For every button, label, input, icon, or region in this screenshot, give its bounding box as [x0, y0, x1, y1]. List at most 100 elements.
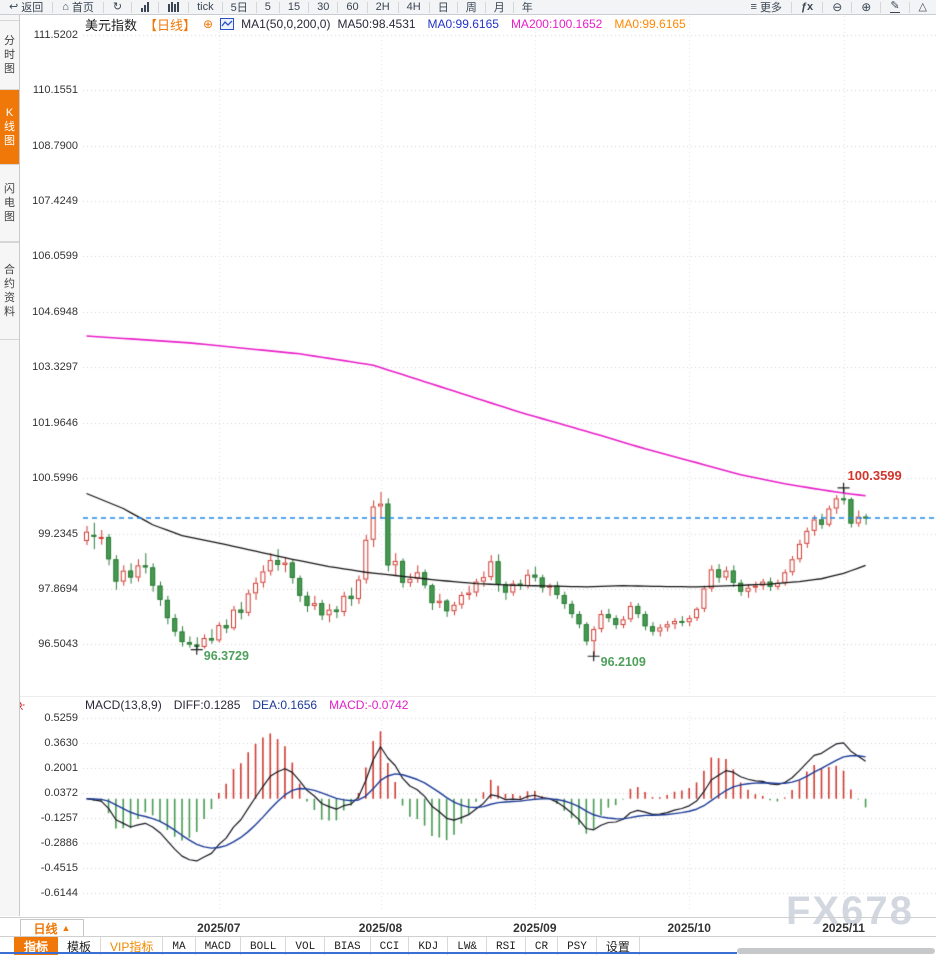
pane-divider	[0, 696, 936, 697]
divider	[908, 1, 910, 13]
ma-value: MA200:100.1652	[510, 17, 603, 31]
period-button-5[interactable]: 5	[264, 1, 271, 13]
zoom-in-button[interactable]: ⊕	[852, 0, 880, 14]
y-axis-label: 110.1551	[32, 84, 78, 97]
period-button-15[interactable]: 15	[287, 1, 301, 13]
home-icon: ⌂	[62, 0, 69, 13]
y-axis-label: 104.6948	[32, 305, 78, 318]
timeframe-label: 日线	[33, 921, 58, 936]
y-axis-label: 0.0372	[44, 787, 78, 799]
home-button[interactable]: ⌂ 首页	[53, 0, 103, 14]
price-annotation-high: 100.3599	[847, 467, 902, 483]
back-label: 返回	[21, 2, 44, 14]
divider	[822, 1, 824, 13]
line-chart-icon[interactable]	[220, 18, 235, 30]
divider	[484, 1, 486, 13]
y-axis-label: 97.8694	[38, 582, 78, 595]
indicator-tab-MA[interactable]: MA	[163, 937, 196, 955]
divider	[52, 1, 54, 13]
indicator-tab-CCI[interactable]: CCI	[371, 937, 410, 955]
divider	[337, 1, 339, 13]
indicator-tab-MACD[interactable]: MACD	[196, 937, 241, 955]
macd-header-row: MACD(13,8,9) DIFF:0.1285 DEA:0.1656 MACD:-…	[85, 698, 408, 712]
y-axis-label: 101.9646	[32, 416, 78, 429]
x-axis-label: 2025/09	[513, 921, 557, 935]
add-compare-icon[interactable]: ⊕	[203, 17, 214, 31]
back-button[interactable]: ↩ 返回	[0, 0, 52, 14]
zoom-out-button[interactable]: ⊖	[823, 0, 851, 14]
sidebar-tab-2[interactable]: K 线 图	[0, 90, 19, 164]
draw-tool-button[interactable]: ✎	[881, 0, 908, 14]
y-axis-label: 0.5259	[44, 711, 78, 724]
bar-chart-type-button[interactable]	[132, 0, 158, 14]
indicator-tab-VOL[interactable]: VOL	[286, 937, 326, 955]
tabbar-scrollbar-thumb[interactable]	[737, 948, 935, 954]
indicator-tab-指标[interactable]: 指标	[14, 937, 59, 955]
divider	[131, 1, 133, 13]
more-button[interactable]: ≡ 更多	[742, 0, 791, 14]
indicator-tab-PSY[interactable]: PSY	[558, 937, 597, 955]
pencil-icon: ✎	[890, 0, 900, 13]
indicator-tab-VIP指标[interactable]: VIP指标	[101, 937, 164, 955]
tabbar-scroll-track	[0, 952, 737, 954]
sidebar-tab-1[interactable]: 分 时 图	[0, 20, 19, 90]
x-axis-row: 日线 ▲ 2025/07 2025/08 2025/09 2025/10 2025/11	[0, 917, 936, 937]
top-toolbar: ↩ 返回 ⌂ 首页 ↻ tick 5日 5 15 30 60 2H 4H 日 周 月 年 ≡ 更多 ƒ…	[0, 0, 936, 15]
y-axis-label: -0.6144	[40, 887, 78, 899]
period-button-2H[interactable]: 2H	[375, 1, 390, 13]
indicator-tab-CR[interactable]: CR	[526, 937, 559, 955]
period-button-月[interactable]: 月	[493, 2, 505, 14]
ma-values: MA50:98.4531 MA0:99.6165 MA200:100.1652 MA0…	[337, 17, 685, 31]
indicator-tab-设置[interactable]: 设置	[597, 937, 640, 955]
zoom-in-icon: ⊕	[861, 0, 872, 14]
fx-icon: ƒx	[800, 1, 814, 13]
x-axis-label: 2025/10	[667, 921, 711, 935]
refresh-button[interactable]: ↻	[104, 0, 131, 14]
macd-formula: MACD(13,8,9)	[85, 698, 162, 712]
divider	[366, 1, 368, 13]
indicator-tab-LW&[interactable]: LW&	[448, 937, 488, 955]
macd-value: MACD:-0.0742	[329, 698, 409, 712]
period-button-周[interactable]: 周	[465, 2, 477, 14]
period-button-30[interactable]: 30	[317, 1, 330, 13]
divider	[278, 1, 280, 13]
y-axis-label: 103.3297	[32, 361, 78, 374]
divider	[851, 1, 853, 13]
divider	[221, 1, 223, 13]
sidebar-tab-3[interactable]: 闪 电 图	[0, 164, 19, 242]
divider	[397, 1, 399, 13]
timeframe-button[interactable]: 日线 ▲	[20, 919, 84, 937]
indicator-tab-BIAS[interactable]: BIAS	[325, 937, 371, 955]
indicator-tab-BOLL[interactable]: BOLL	[241, 937, 287, 955]
indicator-tab-RSI[interactable]: RSI	[487, 937, 526, 955]
period-button-tick[interactable]: tick	[197, 1, 214, 13]
divider	[308, 1, 310, 13]
indicator-tab-模板[interactable]: 模板	[58, 937, 102, 955]
period-button-5日[interactable]: 5日	[230, 2, 248, 14]
ma-value: MA0:99.6165	[427, 17, 499, 31]
macd-value: DIFF:0.1285	[173, 698, 241, 712]
sidebar-tab-4[interactable]: 合 约 资 料	[0, 242, 19, 340]
divider	[102, 1, 104, 13]
volume-chart-type-button[interactable]	[159, 0, 188, 14]
period-button-60[interactable]: 60	[346, 1, 359, 13]
period-button-4H[interactable]: 4H	[406, 1, 421, 13]
period-button-日[interactable]: 日	[437, 2, 449, 14]
divider	[188, 1, 190, 13]
shape-tool-button[interactable]: △	[910, 0, 936, 14]
y-axis-label: 107.4249	[32, 194, 78, 207]
watermark-logo: FX678	[786, 889, 914, 933]
macd-value: DEA:0.1656	[252, 698, 318, 712]
period-button-年[interactable]: 年	[521, 2, 533, 14]
home-label: 首页	[71, 2, 94, 14]
indicator-fx-button[interactable]: ƒx	[792, 0, 822, 14]
chevron-up-icon: ▲	[61, 923, 71, 933]
y-axis-label: -0.4515	[40, 862, 78, 874]
y-axis-label: 99.2345	[38, 527, 78, 540]
indicator-tabbar: 指标 模板 VIP指标 MA MACD BOLL VOL BIAS CCI KDJ LW& RSI CR…	[0, 936, 936, 955]
indicator-tab-KDJ[interactable]: KDJ	[409, 937, 449, 955]
symbol-name: 美元指数	[85, 17, 138, 33]
